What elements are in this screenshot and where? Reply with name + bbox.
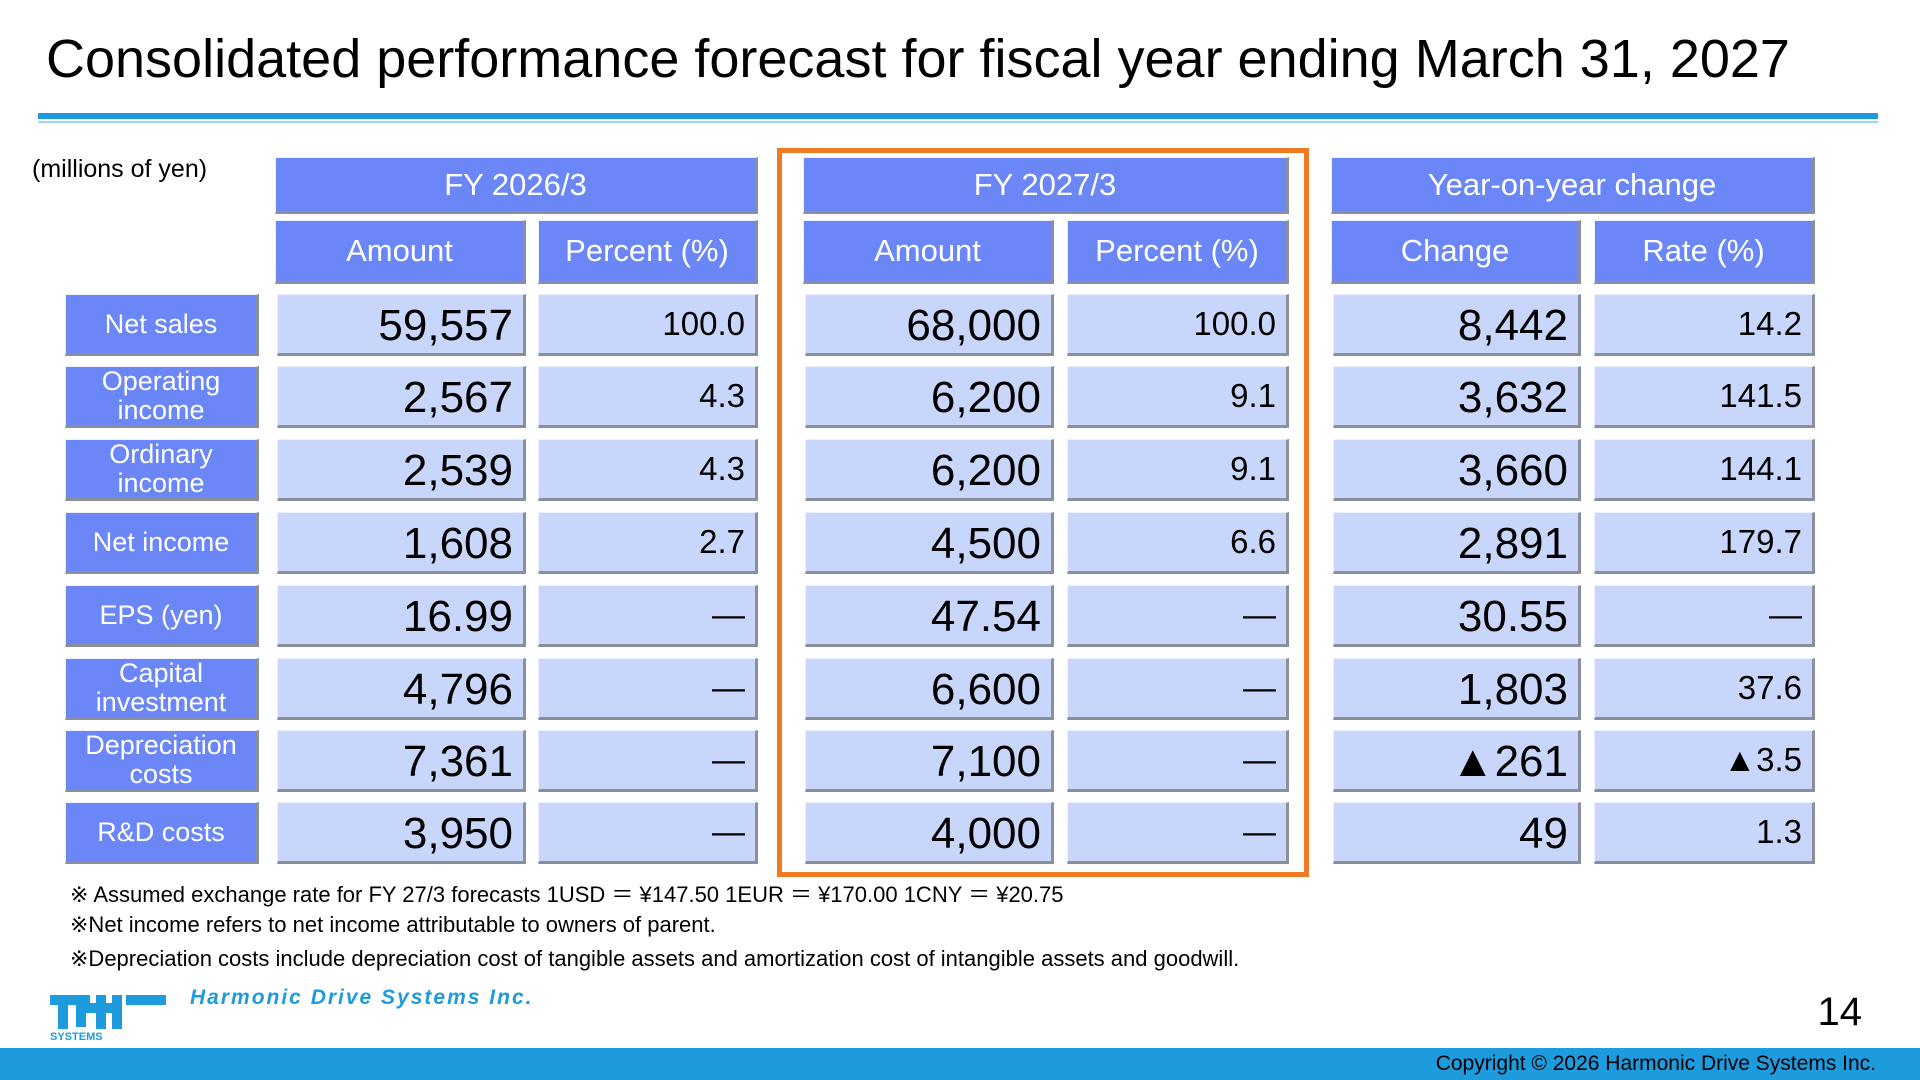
fy2026-percent-depreciation-costs: — bbox=[538, 730, 758, 792]
fy2027-percent-operating-income: 9.1 bbox=[1067, 366, 1289, 428]
yoy-rate-rd-costs: 1.3 bbox=[1594, 802, 1815, 864]
subheader-fy2026-amount: Amount bbox=[275, 220, 526, 284]
fy2026-percent-capital-investment: — bbox=[538, 658, 758, 720]
yoy-rate-net-income: 179.7 bbox=[1594, 512, 1815, 574]
yoy-change-net-sales: 8,442 bbox=[1333, 294, 1581, 356]
yoy-rate-operating-income: 141.5 bbox=[1594, 366, 1815, 428]
fy2026-amount-capital-investment: 4,796 bbox=[277, 658, 526, 720]
yoy-change-rd-costs: 49 bbox=[1333, 802, 1581, 864]
fy2026-amount-operating-income: 2,567 bbox=[277, 366, 526, 428]
copyright-text: Copyright © 2026 Harmonic Drive Systems … bbox=[1435, 1052, 1876, 1075]
subheader-fy2026-percent: Percent (%) bbox=[538, 220, 758, 284]
fy2026-percent-ordinary-income: 4.3 bbox=[538, 439, 758, 501]
row-label-net-sales: Net sales bbox=[65, 294, 259, 356]
subheader-fy2027-percent: Percent (%) bbox=[1067, 220, 1289, 284]
units-label: (millions of yen) bbox=[32, 155, 208, 183]
group-header-yoy: Year-on-year change bbox=[1331, 157, 1815, 214]
fy2027-amount-capital-investment: 6,600 bbox=[805, 658, 1054, 720]
fy2027-amount-rd-costs: 4,000 bbox=[805, 802, 1054, 864]
yoy-change-operating-income: 3,632 bbox=[1333, 366, 1581, 428]
footer-bar: Copyright © 2026 Harmonic Drive Systems … bbox=[0, 1048, 1920, 1080]
fy2027-percent-ordinary-income: 9.1 bbox=[1067, 439, 1289, 501]
fy2026-amount-net-income: 1,608 bbox=[277, 512, 526, 574]
fy2027-amount-eps: 47.54 bbox=[805, 585, 1054, 647]
fy2027-percent-net-sales: 100.0 bbox=[1067, 294, 1289, 356]
fy2027-amount-ordinary-income: 6,200 bbox=[805, 439, 1054, 501]
title-rule-thin bbox=[38, 121, 1878, 123]
fy2026-percent-rd-costs: — bbox=[538, 802, 758, 864]
fy2027-amount-net-sales: 68,000 bbox=[805, 294, 1054, 356]
note-exchange-rate: ※ Assumed exchange rate for FY 27/3 fore… bbox=[70, 882, 1064, 907]
fy2026-amount-net-sales: 59,557 bbox=[277, 294, 526, 356]
company-logo: SYSTEMS bbox=[50, 995, 166, 1041]
logo-text: SYSTEMS bbox=[50, 1031, 103, 1041]
yoy-change-eps: 30.55 bbox=[1333, 585, 1581, 647]
slide-title: Consolidated performance forecast for fi… bbox=[46, 29, 1790, 89]
fy2026-amount-depreciation-costs: 7,361 bbox=[277, 730, 526, 792]
fy2027-amount-depreciation-costs: 7,100 bbox=[805, 730, 1054, 792]
page-number: 14 bbox=[1817, 990, 1863, 1034]
fy2026-amount-eps: 16.99 bbox=[277, 585, 526, 647]
fy2027-percent-rd-costs: — bbox=[1067, 802, 1289, 864]
yoy-change-depreciation-costs: ▲261 bbox=[1333, 730, 1581, 792]
fy2026-percent-eps: — bbox=[538, 585, 758, 647]
company-name: Harmonic Drive Systems Inc. bbox=[190, 986, 534, 1009]
yoy-change-ordinary-income: 3,660 bbox=[1333, 439, 1581, 501]
yoy-change-net-income: 2,891 bbox=[1333, 512, 1581, 574]
fy2026-amount-ordinary-income: 2,539 bbox=[277, 439, 526, 501]
yoy-rate-net-sales: 14.2 bbox=[1594, 294, 1815, 356]
fy2027-percent-net-income: 6.6 bbox=[1067, 512, 1289, 574]
subheader-fy2027-amount: Amount bbox=[803, 220, 1054, 284]
row-label-eps: EPS (yen) bbox=[65, 585, 259, 647]
title-rule bbox=[38, 113, 1878, 119]
yoy-rate-capital-investment: 37.6 bbox=[1594, 658, 1815, 720]
row-label-rd-costs: R&D costs bbox=[65, 802, 259, 864]
forecast-highlight-frame bbox=[777, 148, 1309, 877]
subheader-yoy-change: Change bbox=[1331, 220, 1581, 284]
note-depreciation: ※Depreciation costs include depreciation… bbox=[70, 946, 1240, 971]
row-label-net-income: Net income bbox=[65, 512, 259, 574]
row-label-ordinary-income: Ordinary income bbox=[65, 439, 259, 501]
group-header-fy2027: FY 2027/3 bbox=[803, 157, 1289, 214]
subheader-yoy-rate: Rate (%) bbox=[1594, 220, 1815, 284]
fy2027-percent-eps: — bbox=[1067, 585, 1289, 647]
row-label-capital-investment: Capital investment bbox=[65, 658, 259, 720]
group-header-fy2026: FY 2026/3 bbox=[275, 157, 758, 214]
fy2026-percent-operating-income: 4.3 bbox=[538, 366, 758, 428]
row-label-operating-income: Operating income bbox=[65, 366, 259, 428]
fy2027-percent-depreciation-costs: — bbox=[1067, 730, 1289, 792]
fy2026-percent-net-sales: 100.0 bbox=[538, 294, 758, 356]
note-net-income: ※Net income refers to net income attribu… bbox=[70, 912, 716, 937]
fy2026-percent-net-income: 2.7 bbox=[538, 512, 758, 574]
fy2027-amount-net-income: 4,500 bbox=[805, 512, 1054, 574]
fy2027-amount-operating-income: 6,200 bbox=[805, 366, 1054, 428]
yoy-change-capital-investment: 1,803 bbox=[1333, 658, 1581, 720]
yoy-rate-eps: — bbox=[1594, 585, 1815, 647]
yoy-rate-depreciation-costs: ▲3.5 bbox=[1594, 730, 1815, 792]
row-label-depreciation-costs: Depreciation costs bbox=[65, 730, 259, 792]
fy2026-amount-rd-costs: 3,950 bbox=[277, 802, 526, 864]
yoy-rate-ordinary-income: 144.1 bbox=[1594, 439, 1815, 501]
fy2027-percent-capital-investment: — bbox=[1067, 658, 1289, 720]
